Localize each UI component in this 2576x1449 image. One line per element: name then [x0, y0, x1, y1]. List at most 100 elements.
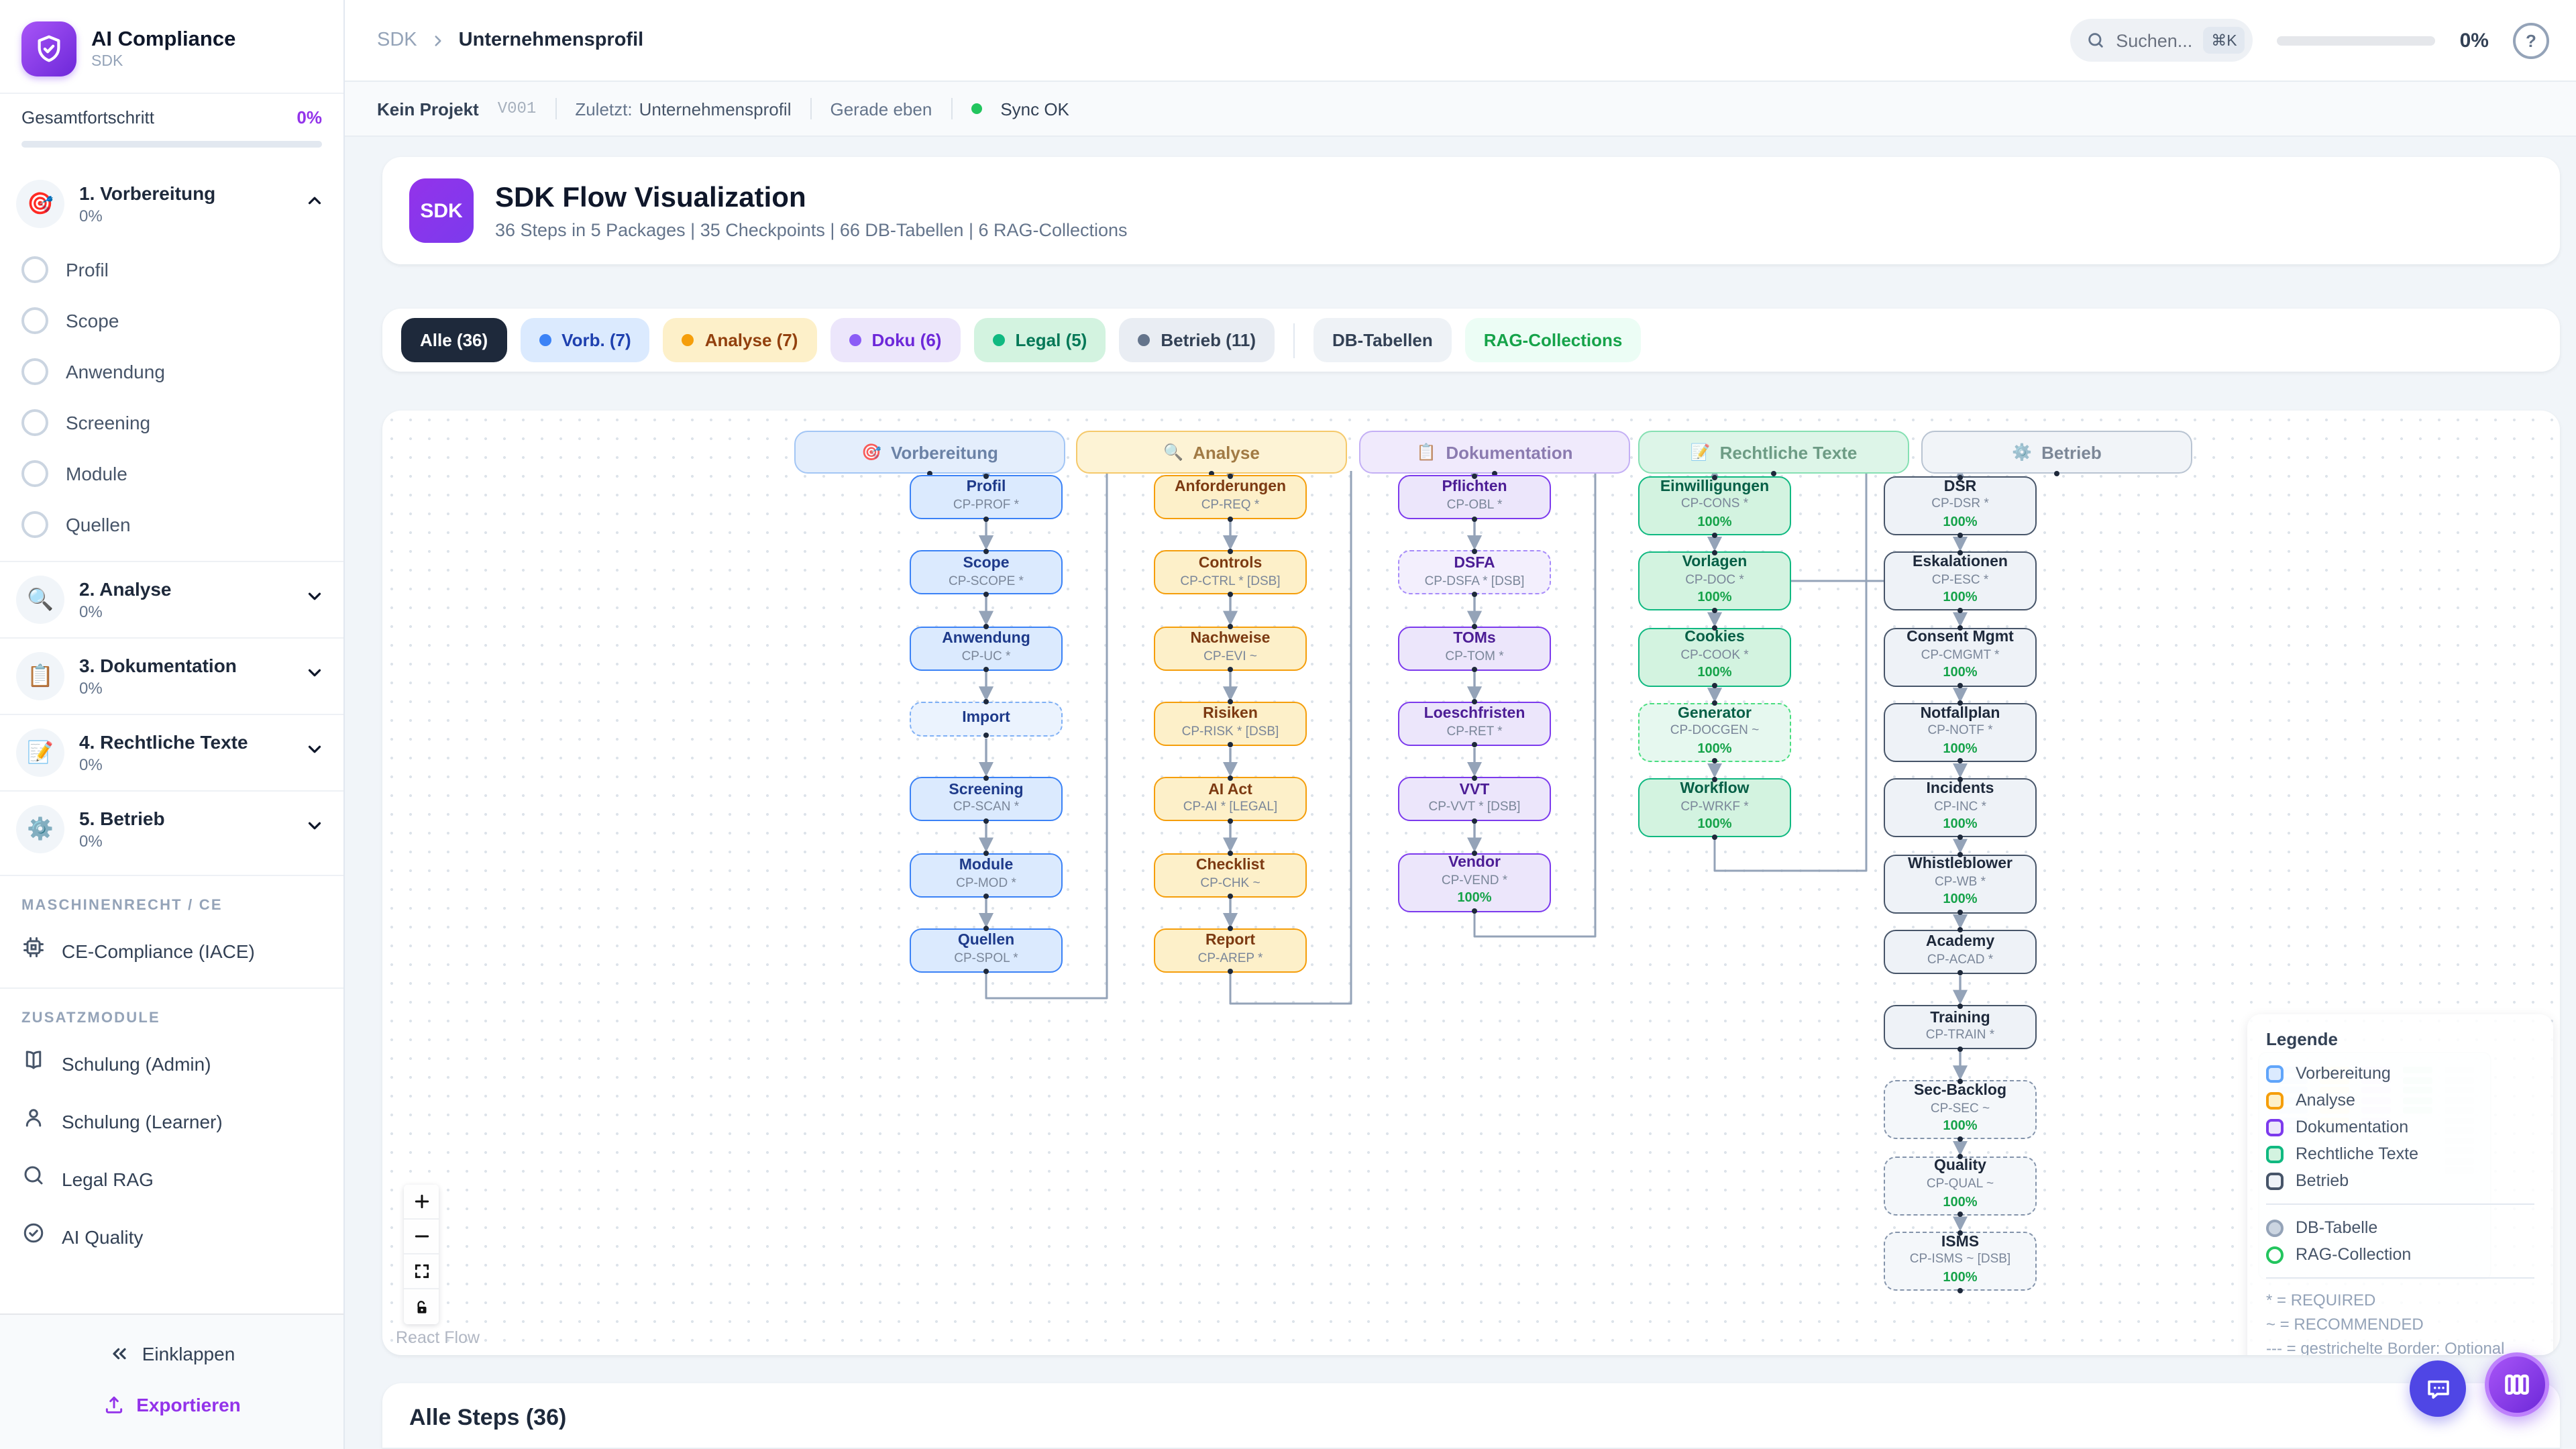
flow-node-vvt[interactable]: VVT CP-VVT * [DSB] — [1398, 777, 1551, 822]
sidebar-item-user[interactable]: Schulung (Learner) — [0, 1092, 343, 1150]
flow-canvas[interactable]: Legende Vorbereitung Analyse Dokumentation R… — [382, 411, 2560, 1355]
step-radio[interactable] — [21, 358, 48, 385]
flow-node-cookies[interactable]: Cookies CP-COOK * 100% — [1638, 627, 1791, 687]
help-icon[interactable]: ? — [2513, 22, 2549, 58]
flow-node-risiken[interactable]: Risiken CP-RISK * [DSB] — [1154, 701, 1307, 746]
sidebar-phase-3[interactable]: 📋 3. Dokumentation 0% — [0, 637, 343, 714]
node-code: CP-MOD * — [956, 875, 1016, 891]
node-progress-value: 100% — [1697, 741, 1732, 757]
flow-node-workflow[interactable]: Workflow CP-WRKF * 100% — [1638, 778, 1791, 838]
package-header-blue[interactable]: 🎯 Vorbereitung — [794, 431, 1065, 474]
filter-chip-alle[interactable]: Alle (36) — [401, 318, 507, 362]
sidebar-step-screening[interactable]: Screening — [0, 397, 343, 448]
flow-node-incidents[interactable]: Incidents CP-INC * 100% — [1884, 778, 2037, 838]
node-progress-value: 100% — [1943, 665, 1978, 681]
flow-node-loeschfristen[interactable]: Loeschfristen CP-RET * — [1398, 701, 1551, 746]
filter-chip-vorb[interactable]: Vorb. (7) — [520, 318, 650, 362]
sidebar-step-anwendung[interactable]: Anwendung — [0, 346, 343, 397]
flow-node-dsr[interactable]: DSR CP-DSR * 100% — [1884, 476, 2037, 535]
sidebar-item-cpu[interactable]: CE-Compliance (IACE) — [0, 922, 343, 979]
reactflow-attribution[interactable]: React Flow — [396, 1328, 480, 1347]
sidebar: AI Compliance SDK Gesamtfortschritt 0% 🎯… — [0, 0, 345, 1449]
step-label: Module — [66, 463, 127, 484]
lock-toggle-button[interactable] — [404, 1289, 439, 1324]
flow-node-einwilligungen[interactable]: Einwilligungen CP-CONS * 100% — [1638, 476, 1791, 535]
flow-node-anforderungen[interactable]: Anforderungen CP-REQ * — [1154, 475, 1307, 519]
zoom-in-button[interactable] — [404, 1185, 439, 1220]
flow-node-ai-act[interactable]: AI Act CP-AI * [LEGAL] — [1154, 777, 1307, 822]
flow-node-generator[interactable]: Generator CP-DOCGEN ~ 100% — [1638, 702, 1791, 762]
node-title: Quellen — [957, 932, 1015, 949]
flow-node-notfallplan[interactable]: Notfallplan CP-NOTF * 100% — [1884, 702, 2037, 762]
flow-node-vorlagen[interactable]: Vorlagen CP-DOC * 100% — [1638, 551, 1791, 611]
sidebar-item-search[interactable]: Legal RAG — [0, 1150, 343, 1208]
flow-node-consent-mgmt[interactable]: Consent Mgmt CP-CMGMT * 100% — [1884, 627, 2037, 687]
flow-node-quality[interactable]: Quality CP-QUAL ~ 100% — [1884, 1156, 2037, 1216]
filter-chip-db-tabellen[interactable]: DB-Tabellen — [1313, 318, 1452, 362]
sidebar-step-module[interactable]: Module — [0, 448, 343, 499]
sidebar-phase-1[interactable]: 🎯 1. Vorbereitung 0% — [0, 166, 343, 241]
sidebar-phase-4[interactable]: 📝 4. Rechtliche Texte 0% — [0, 714, 343, 790]
flow-node-dsfa[interactable]: DSFA CP-DSFA * [DSB] — [1398, 550, 1551, 595]
package-header-green[interactable]: 📝 Rechtliche Texte — [1638, 431, 1909, 474]
flow-node-sec-backlog[interactable]: Sec-Backlog CP-SEC ~ 100% — [1884, 1080, 2037, 1140]
flow-node-anwendung[interactable]: Anwendung CP-UC * — [910, 626, 1063, 671]
package-header-slate[interactable]: ⚙️ Betrieb — [1921, 431, 2192, 474]
node-progress-value: 100% — [1457, 891, 1492, 906]
sidebar-step-scope[interactable]: Scope — [0, 295, 343, 346]
sidebar-phase-5[interactable]: ⚙️ 5. Betrieb 0% — [0, 790, 343, 867]
node-title: Training — [1930, 1010, 1990, 1026]
package-icon: 🔍 — [1163, 443, 1184, 462]
step-radio[interactable] — [21, 409, 48, 436]
export-button[interactable]: Exportieren — [0, 1379, 343, 1430]
step-label: Scope — [66, 310, 119, 331]
filter-chip-doku[interactable]: Doku (6) — [830, 318, 961, 362]
search-input[interactable]: Suchen... ⌘K — [2070, 19, 2253, 62]
collapse-sidebar-button[interactable]: Einklappen — [0, 1328, 343, 1379]
flow-node-module[interactable]: Module CP-MOD * — [910, 853, 1063, 897]
chat-button[interactable] — [2410, 1360, 2466, 1417]
sidebar-phase-2[interactable]: 🔍 2. Analyse 0% — [0, 561, 343, 637]
legend-label: DB-Tabelle — [2296, 1218, 2378, 1237]
flow-node-profil[interactable]: Profil CP-PROF * — [910, 475, 1063, 519]
flow-node-controls[interactable]: Controls CP-CTRL * [DSB] — [1154, 550, 1307, 595]
step-radio[interactable] — [21, 256, 48, 283]
flow-node-vendor[interactable]: Vendor CP-VEND * 100% — [1398, 853, 1551, 912]
package-header-purple[interactable]: 📋 Dokumentation — [1359, 431, 1630, 474]
flow-node-eskalationen[interactable]: Eskalationen CP-ESC * 100% — [1884, 551, 2037, 611]
chevron-right-icon — [435, 35, 441, 46]
flow-node-quellen[interactable]: Quellen CP-SPOL * — [910, 928, 1063, 973]
step-radio[interactable] — [21, 307, 48, 334]
breadcrumb-root[interactable]: SDK — [377, 30, 417, 51]
flow-node-report[interactable]: Report CP-AREP * — [1154, 928, 1307, 973]
flow-node-screening[interactable]: Screening CP-SCAN * — [910, 777, 1063, 822]
step-radio[interactable] — [21, 460, 48, 487]
flow-node-checklist[interactable]: Checklist CP-CHK ~ — [1154, 853, 1307, 897]
flow-node-nachweise[interactable]: Nachweise CP-EVI ~ — [1154, 626, 1307, 671]
zoom-out-button[interactable] — [404, 1220, 439, 1254]
columns-view-button[interactable] — [2485, 1352, 2549, 1417]
package-header-amber[interactable]: 🔍 Analyse — [1076, 431, 1347, 474]
filter-chip-analyse[interactable]: Analyse (7) — [663, 318, 817, 362]
filter-chip-rag-collections[interactable]: RAG-Collections — [1464, 318, 1642, 362]
sidebar-step-quellen[interactable]: Quellen — [0, 499, 343, 550]
flow-node-scope[interactable]: Scope CP-SCOPE * — [910, 550, 1063, 595]
node-progress-value: 100% — [1943, 590, 1978, 606]
flow-node-isms[interactable]: ISMS CP-ISMS ~ [DSB] 100% — [1884, 1232, 2037, 1291]
flow-node-import[interactable]: Import — [910, 701, 1063, 737]
sidebar-step-profil[interactable]: Profil — [0, 244, 343, 295]
search-icon — [2088, 33, 2103, 48]
filter-chip-legal[interactable]: Legal (5) — [973, 318, 1106, 362]
filter-chip-betrieb[interactable]: Betrieb (11) — [1119, 318, 1275, 362]
flow-node-training[interactable]: Training CP-TRAIN * — [1884, 1005, 2037, 1050]
fit-view-button[interactable] — [404, 1254, 439, 1289]
step-radio[interactable] — [21, 511, 48, 538]
flow-node-toms[interactable]: TOMs CP-TOM * — [1398, 626, 1551, 671]
flow-node-academy[interactable]: Academy CP-ACAD * — [1884, 929, 2037, 974]
flow-edge — [985, 471, 1108, 1000]
sidebar-footer: Einklappen Exportieren — [0, 1313, 343, 1449]
flow-node-whistleblower[interactable]: Whistleblower CP-WB * 100% — [1884, 854, 2037, 913]
sidebar-item-book[interactable]: Schulung (Admin) — [0, 1034, 343, 1092]
flow-node-pflichten[interactable]: Pflichten CP-OBL * — [1398, 475, 1551, 519]
sidebar-item-check-circle[interactable]: AI Quality — [0, 1208, 343, 1265]
